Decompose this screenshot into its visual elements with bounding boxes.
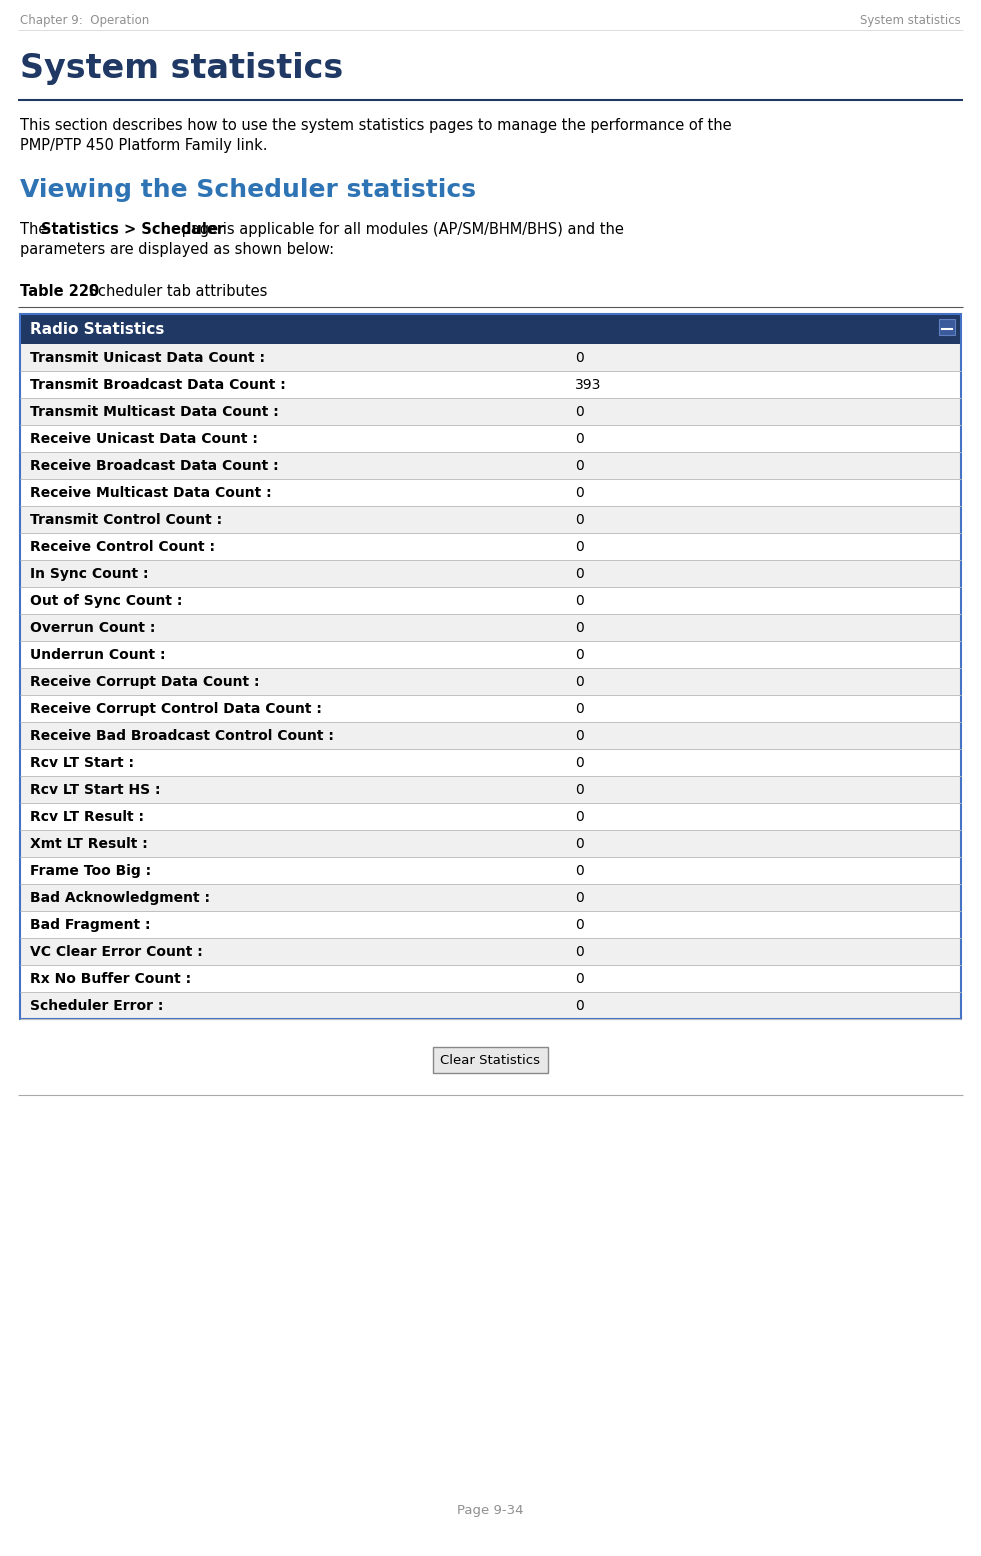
Text: PMP/PTP 450 Platform Family link.: PMP/PTP 450 Platform Family link. <box>20 138 268 152</box>
Text: Scheduler tab attributes: Scheduler tab attributes <box>84 285 268 299</box>
Text: VC Clear Error Count :: VC Clear Error Count : <box>30 944 203 958</box>
FancyBboxPatch shape <box>20 857 961 884</box>
Text: 0: 0 <box>575 459 584 473</box>
Text: page is applicable for all modules (AP/SM/BHM/BHS) and the: page is applicable for all modules (AP/S… <box>177 223 624 237</box>
Text: Viewing the Scheduler statistics: Viewing the Scheduler statistics <box>20 177 476 202</box>
Text: 0: 0 <box>575 837 584 851</box>
FancyBboxPatch shape <box>20 748 961 776</box>
Text: 0: 0 <box>575 944 584 958</box>
Text: Rcv LT Result :: Rcv LT Result : <box>30 809 144 823</box>
FancyBboxPatch shape <box>20 776 961 803</box>
Text: 0: 0 <box>575 350 584 364</box>
FancyBboxPatch shape <box>20 910 961 938</box>
FancyBboxPatch shape <box>20 803 961 829</box>
Text: Receive Bad Broadcast Control Count :: Receive Bad Broadcast Control Count : <box>30 728 334 742</box>
Text: Transmit Unicast Data Count :: Transmit Unicast Data Count : <box>30 350 265 364</box>
Text: Receive Broadcast Data Count :: Receive Broadcast Data Count : <box>30 459 279 473</box>
Text: Table 220: Table 220 <box>20 285 99 299</box>
Text: Radio Statistics: Radio Statistics <box>30 322 165 336</box>
Text: 0: 0 <box>575 540 584 554</box>
FancyBboxPatch shape <box>20 641 961 668</box>
Text: Overrun Count :: Overrun Count : <box>30 621 155 635</box>
Text: Transmit Multicast Data Count :: Transmit Multicast Data Count : <box>30 405 279 419</box>
FancyBboxPatch shape <box>20 668 961 696</box>
Text: Transmit Control Count :: Transmit Control Count : <box>30 512 222 526</box>
Text: In Sync Count :: In Sync Count : <box>30 566 148 580</box>
Text: 0: 0 <box>575 512 584 526</box>
Text: Receive Control Count :: Receive Control Count : <box>30 540 215 554</box>
Text: 0: 0 <box>575 999 584 1013</box>
Text: Frame Too Big :: Frame Too Big : <box>30 864 151 878</box>
Text: Receive Unicast Data Count :: Receive Unicast Data Count : <box>30 431 258 445</box>
Text: 0: 0 <box>575 431 584 445</box>
FancyBboxPatch shape <box>20 938 961 965</box>
Text: 0: 0 <box>575 809 584 823</box>
Text: 0: 0 <box>575 756 584 770</box>
FancyBboxPatch shape <box>939 319 955 335</box>
Text: Page 9-34: Page 9-34 <box>457 1505 524 1517</box>
FancyBboxPatch shape <box>20 479 961 506</box>
Text: Receive Corrupt Data Count :: Receive Corrupt Data Count : <box>30 674 260 688</box>
Text: This section describes how to use the system statistics pages to manage the perf: This section describes how to use the sy… <box>20 118 732 132</box>
Text: 0: 0 <box>575 566 584 580</box>
FancyBboxPatch shape <box>20 696 961 722</box>
Text: System statistics: System statistics <box>20 51 343 86</box>
Text: 0: 0 <box>575 864 584 878</box>
Text: 0: 0 <box>575 971 584 985</box>
Text: 0: 0 <box>575 890 584 904</box>
FancyBboxPatch shape <box>20 722 961 748</box>
FancyBboxPatch shape <box>20 965 961 993</box>
Text: Statistics > Scheduler: Statistics > Scheduler <box>41 223 224 237</box>
Text: Bad Acknowledgment :: Bad Acknowledgment : <box>30 890 210 904</box>
Text: Rcv LT Start :: Rcv LT Start : <box>30 756 134 770</box>
Text: 0: 0 <box>575 783 584 797</box>
Text: 0: 0 <box>575 728 584 742</box>
Text: 0: 0 <box>575 621 584 635</box>
Text: System statistics: System statistics <box>860 14 961 26</box>
FancyBboxPatch shape <box>20 884 961 910</box>
FancyBboxPatch shape <box>20 829 961 857</box>
Text: 0: 0 <box>575 674 584 688</box>
FancyBboxPatch shape <box>20 398 961 425</box>
Text: Clear Statistics: Clear Statistics <box>440 1053 541 1066</box>
Text: 0: 0 <box>575 702 584 716</box>
FancyBboxPatch shape <box>20 587 961 615</box>
Text: parameters are displayed as shown below:: parameters are displayed as shown below: <box>20 243 335 257</box>
Text: Out of Sync Count :: Out of Sync Count : <box>30 593 182 607</box>
Text: Rcv LT Start HS :: Rcv LT Start HS : <box>30 783 161 797</box>
FancyBboxPatch shape <box>20 451 961 479</box>
Text: Receive Multicast Data Count :: Receive Multicast Data Count : <box>30 485 272 499</box>
FancyBboxPatch shape <box>433 1047 548 1074</box>
FancyBboxPatch shape <box>20 425 961 451</box>
Text: Underrun Count :: Underrun Count : <box>30 647 166 661</box>
Text: Scheduler Error :: Scheduler Error : <box>30 999 164 1013</box>
Text: Chapter 9:  Operation: Chapter 9: Operation <box>20 14 149 26</box>
FancyBboxPatch shape <box>20 314 961 344</box>
Text: Transmit Broadcast Data Count :: Transmit Broadcast Data Count : <box>30 378 285 392</box>
Text: Xmt LT Result :: Xmt LT Result : <box>30 837 148 851</box>
Text: 0: 0 <box>575 485 584 499</box>
FancyBboxPatch shape <box>20 534 961 560</box>
FancyBboxPatch shape <box>20 560 961 587</box>
Text: 0: 0 <box>575 918 584 932</box>
Text: 393: 393 <box>575 378 601 392</box>
Text: Rx No Buffer Count :: Rx No Buffer Count : <box>30 971 191 985</box>
Text: 0: 0 <box>575 405 584 419</box>
Text: The: The <box>20 223 52 237</box>
FancyBboxPatch shape <box>20 344 961 370</box>
Text: Bad Fragment :: Bad Fragment : <box>30 918 150 932</box>
Text: 0: 0 <box>575 593 584 607</box>
FancyBboxPatch shape <box>20 993 961 1019</box>
FancyBboxPatch shape <box>20 506 961 534</box>
Text: Receive Corrupt Control Data Count :: Receive Corrupt Control Data Count : <box>30 702 322 716</box>
FancyBboxPatch shape <box>20 370 961 398</box>
Text: 0: 0 <box>575 647 584 661</box>
FancyBboxPatch shape <box>20 615 961 641</box>
